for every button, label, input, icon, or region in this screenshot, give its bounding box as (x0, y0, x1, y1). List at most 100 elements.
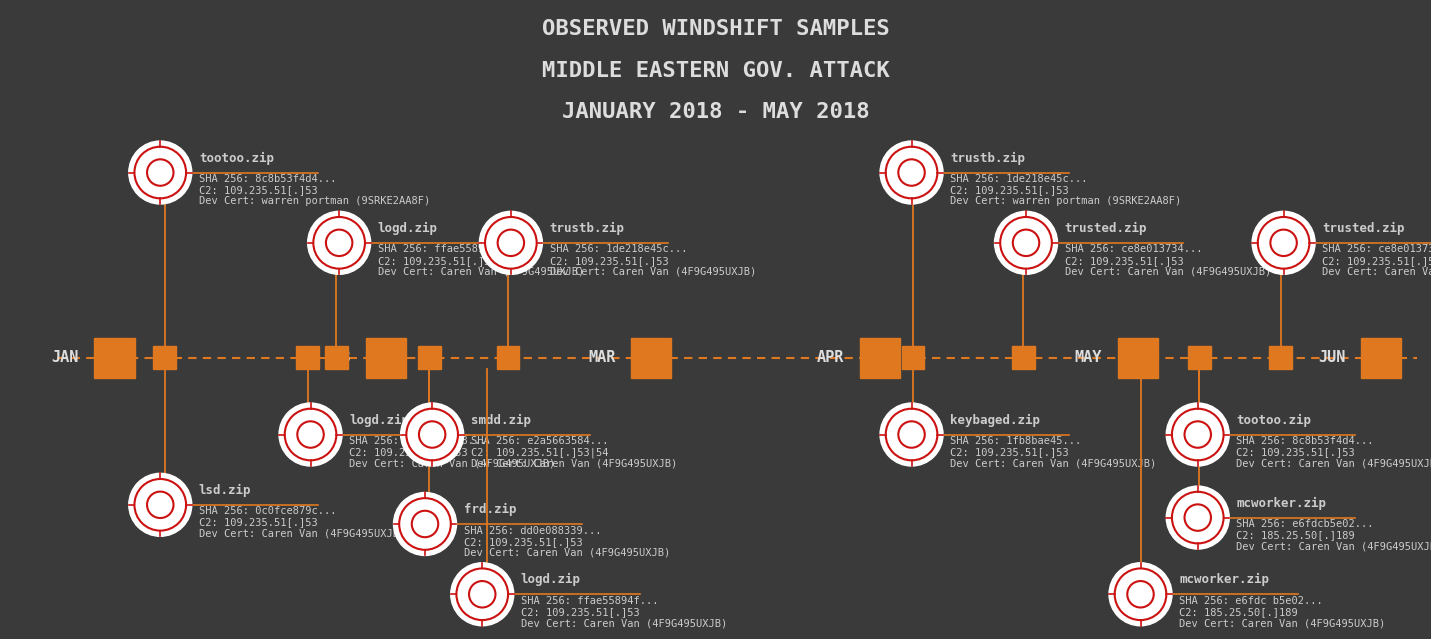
Text: MAR: MAR (588, 350, 615, 366)
Text: SHA 256: e2a5663584...: SHA 256: e2a5663584... (471, 436, 608, 446)
Text: C2: 109.235.51[.]53: C2: 109.235.51[.]53 (378, 256, 497, 266)
Text: SHA 256: 1de218e45c...: SHA 256: 1de218e45c... (950, 174, 1088, 184)
Bar (153, 346, 176, 369)
Text: trusted.zip: trusted.zip (1065, 222, 1148, 235)
Text: MAY: MAY (1075, 350, 1102, 366)
Text: Dev Cert: Caren Van (4F9G495UXJB): Dev Cert: Caren Van (4F9G495UXJB) (1236, 459, 1431, 468)
Text: SHA 256: 8c8b53f4d4...: SHA 256: 8c8b53f4d4... (1236, 436, 1374, 446)
Text: Dev Cert: Caren Van (4F9G495UXJB): Dev Cert: Caren Van (4F9G495UXJB) (550, 267, 756, 277)
Bar (1118, 338, 1158, 378)
Ellipse shape (1166, 486, 1229, 549)
Text: Dev Cert: Caren Van (4F9G495UXJB): Dev Cert: Caren Van (4F9G495UXJB) (199, 529, 405, 539)
Bar (1129, 346, 1152, 369)
Ellipse shape (279, 403, 342, 466)
Bar (1012, 346, 1035, 369)
Text: Dev Cert: Caren Van (4F9G495UXJB): Dev Cert: Caren Van (4F9G495UXJB) (1179, 619, 1385, 628)
Text: keybaged.zip: keybaged.zip (950, 413, 1040, 427)
Text: C2: 109.235.51[.]53: C2: 109.235.51[.]53 (199, 518, 318, 528)
Text: Dev Cert: Caren Van (4F9G495UXJB): Dev Cert: Caren Van (4F9G495UXJB) (1236, 542, 1431, 551)
Bar (418, 346, 441, 369)
Bar (1188, 346, 1211, 369)
Ellipse shape (1109, 563, 1172, 626)
Text: logd.zip: logd.zip (521, 573, 581, 587)
Text: Dev Cert: warren portman (9SRKE2AA8F): Dev Cert: warren portman (9SRKE2AA8F) (199, 197, 431, 206)
Text: Dev Cert: Caren Van (4F9G495UXJB): Dev Cert: Caren Van (4F9G495UXJB) (471, 459, 677, 468)
Ellipse shape (451, 563, 514, 626)
Text: tootoo.zip: tootoo.zip (199, 151, 273, 165)
Text: JUN: JUN (1318, 350, 1345, 366)
Text: Dev Cert: Caren Van (4F9G495UXJB): Dev Cert: Caren Van (4F9G495UXJB) (378, 267, 584, 277)
Ellipse shape (129, 473, 192, 536)
Text: SHA 256: 8c8b53f4d4...: SHA 256: 8c8b53f4d4... (199, 174, 336, 184)
Text: C2: 109.235.51[.]53: C2: 109.235.51[.]53 (950, 447, 1069, 458)
Text: mcworker.zip: mcworker.zip (1236, 497, 1327, 510)
Text: SHA 256: ce8e013734...: SHA 256: ce8e013734... (1322, 244, 1431, 254)
Text: smdd.zip: smdd.zip (471, 413, 531, 427)
Text: Dev Cert: Caren Van (4F9G495UXJB): Dev Cert: Caren Van (4F9G495UXJB) (521, 619, 727, 628)
Ellipse shape (880, 403, 943, 466)
Text: C2: 109.235.51[.]53: C2: 109.235.51[.]53 (199, 185, 318, 196)
Text: lsd.zip: lsd.zip (199, 484, 252, 497)
Text: SHA 256: 0c0fce879c...: SHA 256: 0c0fce879c... (199, 506, 336, 516)
Bar (902, 346, 924, 369)
Text: C2: 109.235.51[.]53: C2: 109.235.51[.]53 (950, 185, 1069, 196)
Bar (366, 338, 406, 378)
Text: trustb.zip: trustb.zip (550, 222, 624, 235)
Bar (1269, 346, 1292, 369)
Text: Dev Cert: Caren Van (4F9G495UXJB): Dev Cert: Caren Van (4F9G495UXJB) (349, 459, 555, 468)
Text: mcworker.zip: mcworker.zip (1179, 573, 1269, 587)
Text: FEB: FEB (323, 350, 351, 366)
Bar (860, 338, 900, 378)
Bar (94, 338, 135, 378)
Text: C2: 109.235.51[.]53: C2: 109.235.51[.]53 (1236, 447, 1355, 458)
Text: frd.zip: frd.zip (464, 503, 517, 516)
Text: C2: 185.25.50[.]189: C2: 185.25.50[.]189 (1179, 607, 1298, 617)
Ellipse shape (880, 141, 943, 204)
Text: JANUARY 2018 - MAY 2018: JANUARY 2018 - MAY 2018 (562, 102, 869, 122)
Text: Dev Cert: Caren Van (4F9G495UXJB): Dev Cert: Caren Van (4F9G495UXJB) (950, 459, 1156, 468)
Text: Dev Cert: Caren Van (4F9G495UXJB): Dev Cert: Caren Van (4F9G495UXJB) (464, 548, 670, 558)
Ellipse shape (479, 212, 542, 274)
Text: logd.zip: logd.zip (378, 222, 438, 235)
Bar (296, 346, 319, 369)
Text: C2: 109.235.51[.]53: C2: 109.235.51[.]53 (550, 256, 668, 266)
Text: C2: 109.235.51[.]53: C2: 109.235.51[.]53 (349, 447, 468, 458)
Text: SHA 256: cb3068ee88...: SHA 256: cb3068ee88... (349, 436, 487, 446)
Ellipse shape (995, 212, 1058, 274)
Bar (497, 346, 519, 369)
Text: C2: 109.235.51[.]53: C2: 109.235.51[.]53 (521, 607, 640, 617)
Text: C2: 109.235.51[.]53: C2: 109.235.51[.]53 (464, 537, 582, 547)
Text: logd.zip: logd.zip (349, 413, 409, 427)
Text: MIDDLE EASTERN GOV. ATTACK: MIDDLE EASTERN GOV. ATTACK (541, 61, 890, 81)
Text: trusted.zip: trusted.zip (1322, 222, 1405, 235)
Text: APR: APR (817, 350, 844, 366)
Bar (631, 338, 671, 378)
Bar (1361, 338, 1401, 378)
Text: SHA 256: 1de218e45c...: SHA 256: 1de218e45c... (550, 244, 687, 254)
Text: C2: 109.235.51[.]53: C2: 109.235.51[.]53 (1065, 256, 1183, 266)
Text: Dev Cert: warren portman (9SRKE2AA8F): Dev Cert: warren portman (9SRKE2AA8F) (950, 197, 1182, 206)
Text: Dev Cert: Caren Van (4F9G495UXJB): Dev Cert: Caren Van (4F9G495UXJB) (1322, 267, 1431, 277)
Text: SHA 256: dd0e088339...: SHA 256: dd0e088339... (464, 525, 601, 535)
Text: SHA 256: ffae55894f...: SHA 256: ffae55894f... (378, 244, 515, 254)
Text: SHA 256: ffae55894f...: SHA 256: ffae55894f... (521, 596, 658, 606)
Text: C2: 109.235.51[.]53: C2: 109.235.51[.]53 (1322, 256, 1431, 266)
Text: SHA 256: 1fb8bae45...: SHA 256: 1fb8bae45... (950, 436, 1082, 446)
Bar (325, 346, 348, 369)
Text: JAN: JAN (52, 350, 79, 366)
Text: C2: 109.235.51[.]53|54: C2: 109.235.51[.]53|54 (471, 447, 608, 458)
Ellipse shape (1252, 212, 1315, 274)
Text: Dev Cert: Caren Van (4F9G495UXJB): Dev Cert: Caren Van (4F9G495UXJB) (1065, 267, 1271, 277)
Text: SHA 256: e6fdc b5e02...: SHA 256: e6fdc b5e02... (1179, 596, 1322, 606)
Text: SHA 256: e6fdcb5e02...: SHA 256: e6fdcb5e02... (1236, 519, 1374, 529)
Ellipse shape (1166, 403, 1229, 466)
Ellipse shape (394, 493, 456, 555)
Ellipse shape (129, 141, 192, 204)
Ellipse shape (401, 403, 464, 466)
Ellipse shape (308, 212, 371, 274)
Text: tootoo.zip: tootoo.zip (1236, 413, 1311, 427)
Text: trustb.zip: trustb.zip (950, 151, 1025, 165)
Text: C2: 185.25.50[.]189: C2: 185.25.50[.]189 (1236, 530, 1355, 541)
Text: SHA 256: ce8e013734...: SHA 256: ce8e013734... (1065, 244, 1202, 254)
Text: OBSERVED WINDSHIFT SAMPLES: OBSERVED WINDSHIFT SAMPLES (541, 19, 890, 39)
